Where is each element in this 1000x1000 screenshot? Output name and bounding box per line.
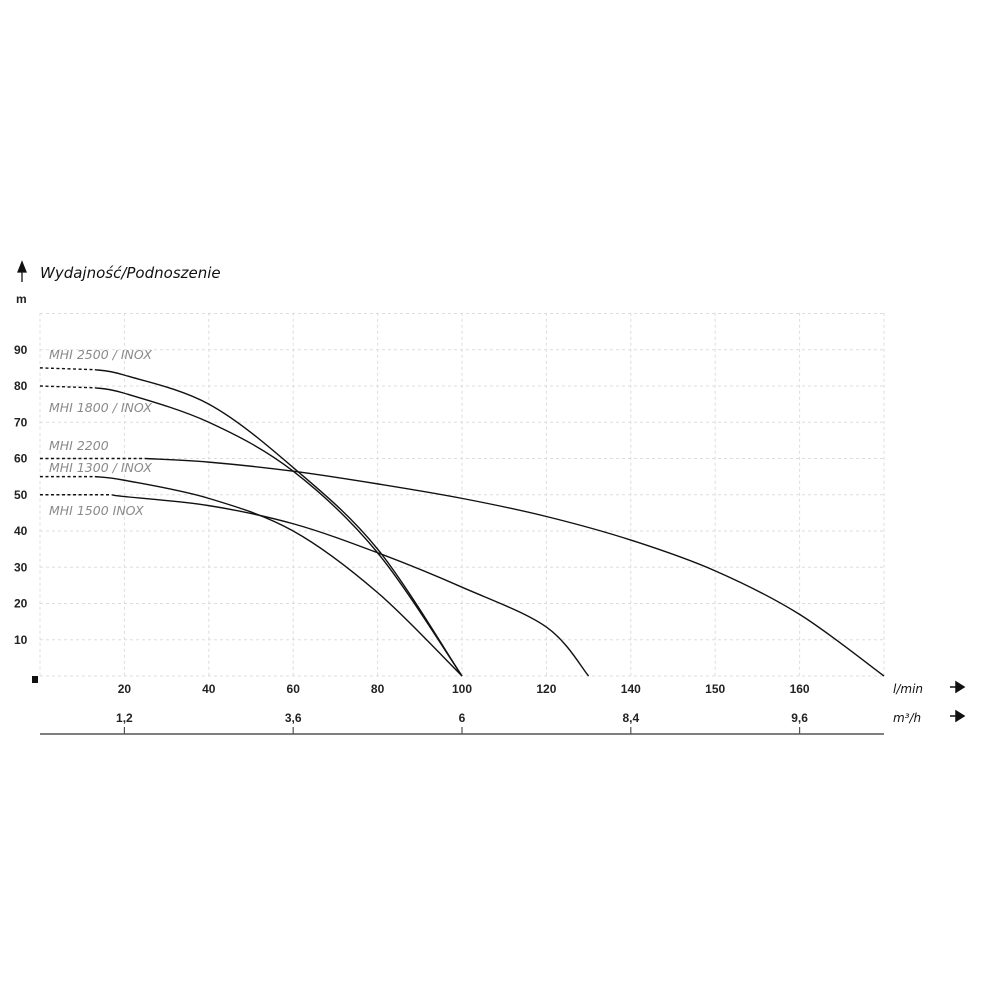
x-axis-arrow-icon [950, 680, 966, 694]
label-mhi-2500: MHI 2500 / INOX [49, 347, 152, 362]
y-tick-label: 90 [14, 343, 28, 357]
y-tick-label: 80 [14, 379, 28, 393]
label-mhi-1300: MHI 1300 / INOX [49, 460, 152, 475]
x-tick-label: 120 [536, 682, 556, 696]
y-tick-label: 10 [14, 633, 28, 647]
x2-tick-label: 9,6 [791, 711, 808, 725]
x-tick-label: 60 [287, 682, 301, 696]
series-mhi-2500-inox [39, 367, 463, 677]
y-tick-label: 50 [14, 488, 28, 502]
y-tick-label: 30 [14, 560, 28, 574]
x2-axis-arrow-icon [950, 709, 966, 723]
series-labels: MHI 2500 / INOX MHI 1800 / INOX MHI 2200… [49, 347, 152, 518]
x-axis-unit: l/min [893, 682, 923, 696]
series-mhi-1800-inox [39, 385, 463, 677]
x-tick-label: 20 [118, 682, 132, 696]
x-tick-label: 140 [621, 682, 641, 696]
label-mhi-1800: MHI 1800 / INOX [49, 400, 152, 415]
series-mhi-2200 [40, 457, 885, 677]
y-tick-label: 40 [14, 524, 28, 538]
y-tick-label: 20 [14, 597, 28, 611]
x2-axis-unit: m³/h [893, 711, 921, 725]
series-line [94, 387, 463, 677]
y-tick-label: 60 [14, 452, 28, 466]
origin-marker [32, 676, 38, 683]
x-tick-label: 100 [452, 682, 472, 696]
x2-tick-label: 6 [459, 711, 466, 725]
x-axis: 20 40 60 80 100 120 140 150 160 [118, 682, 810, 696]
chart-title: Wydajność/Podnoszenie [40, 264, 221, 282]
y-axis: Wydajność/Podnoszenie m 10 20 30 40 50 60 70 80… [14, 260, 221, 683]
y-axis-arrow-icon [17, 260, 27, 282]
grid [39, 312, 885, 677]
series-line-dashed [39, 385, 95, 389]
series-line [94, 475, 463, 677]
label-mhi-1500: MHI 1500 INOX [49, 503, 144, 518]
series-line [111, 494, 590, 677]
series-line [94, 368, 463, 677]
series-line [145, 457, 885, 677]
x2-tick-label: 8,4 [622, 711, 639, 725]
x2-tick-label: 3,6 [285, 711, 302, 725]
series-line-dashed [39, 367, 95, 371]
x2-axis: 1,2 3,6 6 8,4 9,6 [116, 711, 808, 734]
x2-tick-label: 1,2 [116, 711, 133, 725]
x-tick-label: 150 [705, 682, 725, 696]
y-tick-label: 70 [14, 415, 28, 429]
x-tick-label: 80 [371, 682, 385, 696]
series-mhi-1300-inox [40, 475, 463, 677]
y-axis-unit: m [16, 292, 27, 306]
x-tick-label: 160 [790, 682, 810, 696]
label-mhi-2200: MHI 2200 [49, 438, 109, 453]
x-tick-label: 40 [202, 682, 216, 696]
series-mhi-1500-inox [40, 494, 590, 677]
